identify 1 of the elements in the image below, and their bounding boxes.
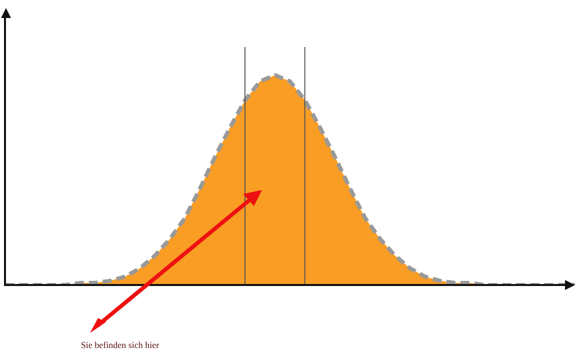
text: Sie befinden sich hier — [80, 340, 160, 350]
